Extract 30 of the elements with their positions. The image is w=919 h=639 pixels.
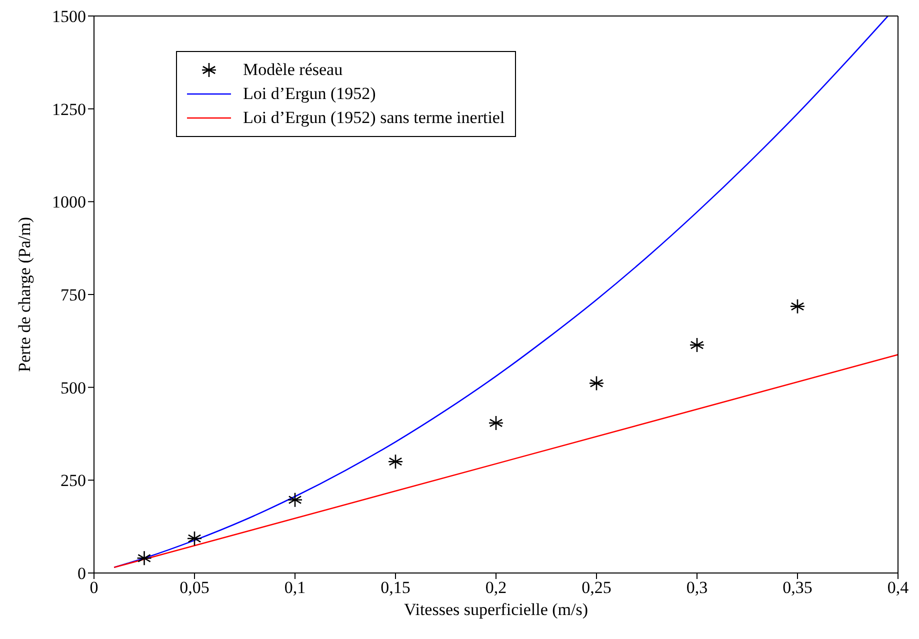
legend-label: Loi d’Ergun (1952) xyxy=(243,84,376,104)
line-series xyxy=(113,16,889,568)
point xyxy=(790,298,806,314)
x-tick-label: 0,35 xyxy=(782,578,812,598)
point xyxy=(689,337,705,353)
y-tick-label: 250 xyxy=(60,471,86,490)
x-tick-label: 0,4 xyxy=(887,578,910,598)
x-tick-label: 0,1 xyxy=(284,578,306,598)
y-tick-label: 0 xyxy=(78,564,86,584)
point xyxy=(588,376,604,391)
y-axis-title: Perte de charge (Pa/m) xyxy=(15,217,34,372)
point xyxy=(186,530,202,546)
point xyxy=(136,550,152,566)
y-tick-label: 500 xyxy=(60,378,86,398)
x-tick-label: 0,2 xyxy=(485,578,507,598)
point xyxy=(388,454,404,470)
x-tick-label: 0,15 xyxy=(380,578,410,598)
y-tick-label: 1500 xyxy=(52,7,86,26)
x-tick-label: 0,05 xyxy=(180,578,210,598)
x-axis-title: Vitesses superficielle (m/s) xyxy=(404,600,588,619)
y-tick-label: 750 xyxy=(60,286,86,305)
x-tick-label: 0,25 xyxy=(582,578,612,598)
legend-label: Modèle réseau xyxy=(243,60,343,80)
legend-label: Loi d’Ergun (1952) sans terme inertiel xyxy=(243,108,505,128)
y-tick-label: 1000 xyxy=(52,192,86,212)
point xyxy=(488,415,504,431)
x-tick-label: 0,3 xyxy=(686,578,708,598)
point xyxy=(287,492,303,508)
x-tick-label: 0 xyxy=(90,578,98,598)
y-tick-label: 1250 xyxy=(52,100,86,119)
